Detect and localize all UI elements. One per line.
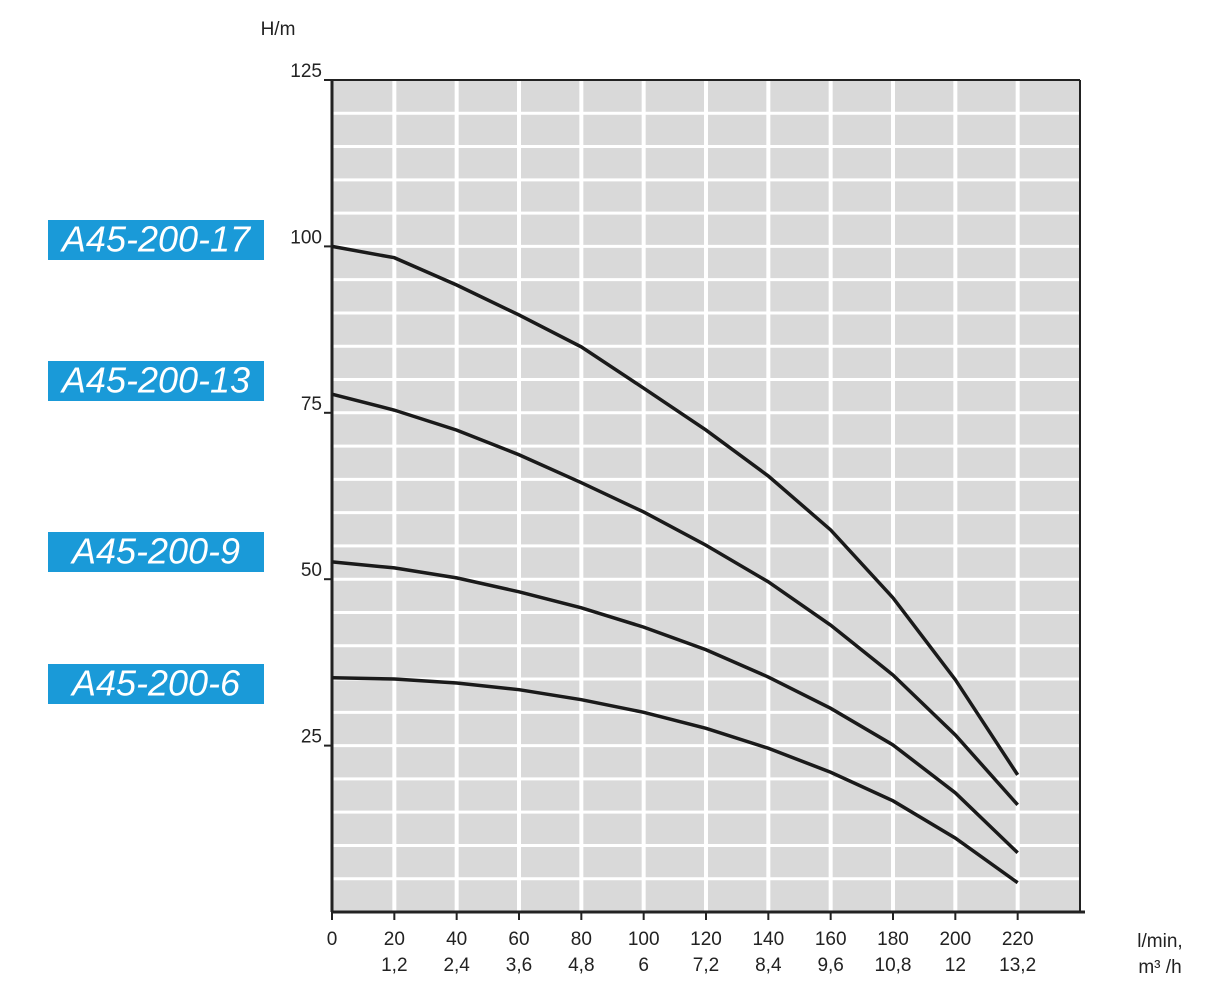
legend-item: A45-200-17: [48, 219, 264, 260]
y-tick-label: 50: [301, 560, 322, 581]
x-tick-label: 200: [939, 929, 971, 950]
legend-text: A45-200-13: [60, 360, 250, 401]
x-tick-label-secondary: 2,4: [443, 955, 470, 976]
curve: [331, 244, 1020, 776]
x-tick-label: 60: [508, 929, 529, 950]
y-tick-label: 125: [290, 61, 322, 82]
x-tick-label-secondary: 10,8: [875, 955, 912, 976]
legend-box: [48, 664, 264, 704]
x-tick-label-secondary: 6: [638, 955, 649, 976]
legend-box: [48, 220, 264, 260]
legend-text: A45-200-17: [60, 219, 252, 260]
curve: [331, 675, 1019, 885]
x-tick-label: 140: [752, 929, 784, 950]
x-tick-label: 40: [446, 929, 467, 950]
x-tick-label-secondary: 13,2: [999, 955, 1036, 976]
legend-item: A45-200-6: [48, 663, 264, 704]
y-axis-label: H/m: [261, 19, 296, 40]
legend-text: A45-200-6: [70, 663, 241, 704]
y-tick-label: 25: [301, 727, 322, 748]
curve: [331, 392, 1019, 807]
x-tick-label-secondary: 8,4: [755, 955, 782, 976]
legend-text: A45-200-9: [70, 531, 240, 572]
x-tick-label-secondary: 3,6: [506, 955, 532, 976]
x-tick-label: 20: [384, 929, 405, 950]
legend-box: [48, 532, 264, 572]
legend-item: A45-200-13: [48, 360, 264, 401]
x-tick-label-secondary: 7,2: [693, 955, 719, 976]
x-tick-label: 120: [690, 929, 722, 950]
x-tick-label-secondary: 9,6: [817, 955, 843, 976]
x-tick-label: 160: [815, 929, 847, 950]
x-tick-label: 220: [1002, 929, 1034, 950]
y-tick-label: 100: [290, 227, 322, 248]
y-tick-label: 75: [301, 394, 322, 415]
x-tick-label: 180: [877, 929, 909, 950]
legend-box: [48, 361, 264, 401]
curve: [331, 560, 1019, 855]
x-tick-label: 0: [327, 929, 338, 950]
legend-item: A45-200-9: [48, 531, 264, 572]
x-tick-label-secondary: 4,8: [568, 955, 594, 976]
x-tick-label: 80: [571, 929, 592, 950]
x-tick-label: 100: [628, 929, 660, 950]
x-axis-label-secondary: m³ /h: [1138, 957, 1181, 978]
x-axis-label: l/min,: [1137, 931, 1182, 952]
x-tick-label-secondary: 1,2: [381, 955, 407, 976]
x-tick-label-secondary: 12: [945, 955, 966, 976]
